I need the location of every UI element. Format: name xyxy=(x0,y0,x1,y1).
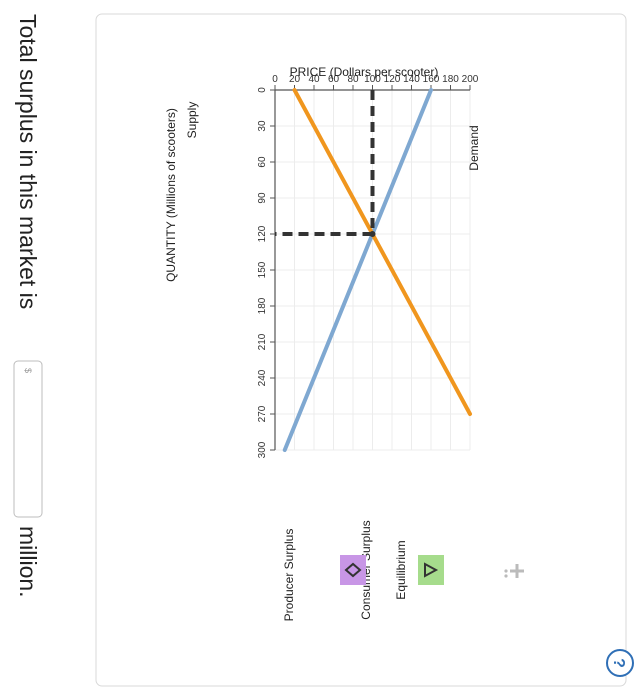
legend-equilibrium[interactable]: Equilibrium xyxy=(394,540,444,600)
surplus-answer-input[interactable] xyxy=(13,360,43,518)
plus-move-icon xyxy=(510,564,524,578)
move-tool[interactable] xyxy=(504,564,524,578)
y-tick-label: 100 xyxy=(364,74,381,85)
question-line: Total surplus in this market is $ millio… xyxy=(13,14,43,598)
equilibrium-point xyxy=(369,231,376,237)
y-tick-label: 180 xyxy=(442,74,459,85)
move-dot xyxy=(504,569,508,573)
x-tick-label: 0 xyxy=(257,87,268,93)
help-button[interactable]: ? xyxy=(606,649,634,677)
y-tick-label: 80 xyxy=(347,74,359,85)
legend-producer-surplus[interactable]: Producer Surplus xyxy=(282,529,366,622)
y-tick-label: 40 xyxy=(308,74,320,85)
help-icon: ? xyxy=(610,658,627,668)
legend-label-equilibrium: Equilibrium xyxy=(394,540,408,599)
equilibrium-marker xyxy=(275,90,376,237)
triangle-icon xyxy=(424,562,439,578)
x-tick-label: 300 xyxy=(257,441,268,458)
legend: Equilibrium Consumer Surplus Producer Su… xyxy=(282,520,524,621)
x-ticks: 0 30 60 90 120 150 180 210 240 270 300 xyxy=(257,87,275,458)
graph-panel xyxy=(95,13,627,687)
curves xyxy=(282,88,472,452)
help-circle xyxy=(606,649,634,677)
diamond-icon xyxy=(344,562,362,578)
x-tick-label: 210 xyxy=(257,333,268,350)
x-tick-label: 60 xyxy=(257,156,268,168)
y-tick-label: 0 xyxy=(272,74,278,85)
y-tick-label: 20 xyxy=(289,74,301,85)
demand-curve-label: Demand xyxy=(467,125,481,170)
x-tick-label: 150 xyxy=(257,261,268,278)
move-dot xyxy=(504,574,508,578)
x-tick-label: 90 xyxy=(257,192,268,204)
question-text-before: Total surplus in this market is xyxy=(15,14,41,309)
x-tick-label: 120 xyxy=(257,225,268,242)
producer-surplus-swatch xyxy=(340,555,366,585)
y-tick-label: 160 xyxy=(423,74,440,85)
x-tick-label: 240 xyxy=(257,369,268,386)
supply-curve xyxy=(292,88,472,416)
legend-label-producer-surplus: Producer Surplus xyxy=(282,529,296,622)
chart-area: 0 30 60 90 120 150 180 210 240 270 300 0 20 40 60 80 10… xyxy=(164,65,481,458)
y-axis-title: PRICE (Dollars per scooter) xyxy=(290,65,439,79)
supply-curve-label: Supply xyxy=(185,102,199,139)
y-tick-label: 60 xyxy=(328,74,340,85)
y-ticks: 0 20 40 60 80 100 120 140 160 180 200 xyxy=(272,74,479,90)
equilibrium-swatch xyxy=(418,555,444,585)
x-tick-label: 30 xyxy=(257,120,268,132)
y-tick-label: 140 xyxy=(403,74,420,85)
y-tick-label: 120 xyxy=(384,74,401,85)
y-tick-label: 200 xyxy=(462,74,479,85)
surplus-answer-placeholder: $ xyxy=(23,368,33,373)
question-text-after: million. xyxy=(15,526,41,598)
x-tick-label: 270 xyxy=(257,405,268,422)
x-tick-label: 180 xyxy=(257,297,268,314)
x-axis-title: QUANTITY (Millions of scooters) xyxy=(164,108,178,282)
demand-curve xyxy=(282,88,433,452)
